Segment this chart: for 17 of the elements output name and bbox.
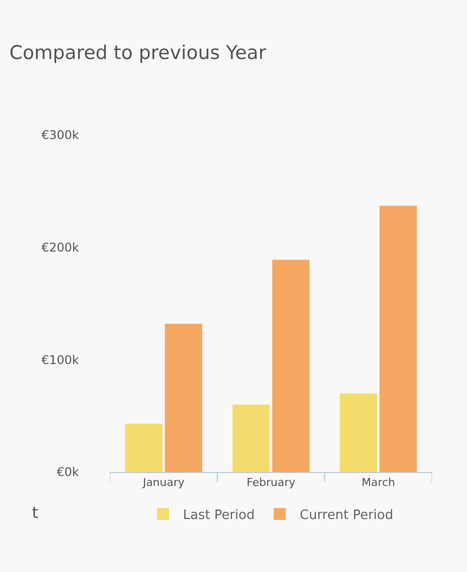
y-tick-label: €200k	[42, 240, 80, 255]
x-tick-label: January	[142, 476, 186, 490]
x-tick-label: March	[362, 476, 396, 490]
legend-label: Current Period	[300, 508, 394, 523]
legend-label: Last Period	[183, 508, 255, 523]
text: t	[32, 503, 38, 522]
bar	[125, 424, 162, 472]
x-tick-label: February	[246, 476, 296, 490]
bar	[164, 324, 202, 472]
y-tick-label: €100k	[42, 352, 80, 367]
bar	[232, 404, 270, 472]
bar	[380, 206, 417, 472]
bar	[272, 260, 310, 472]
bar	[340, 393, 378, 472]
y-tick-label: €300k	[42, 128, 80, 142]
chart-title: Compared to previous Year	[9, 42, 266, 64]
y-tick-label: €0k	[56, 465, 80, 480]
